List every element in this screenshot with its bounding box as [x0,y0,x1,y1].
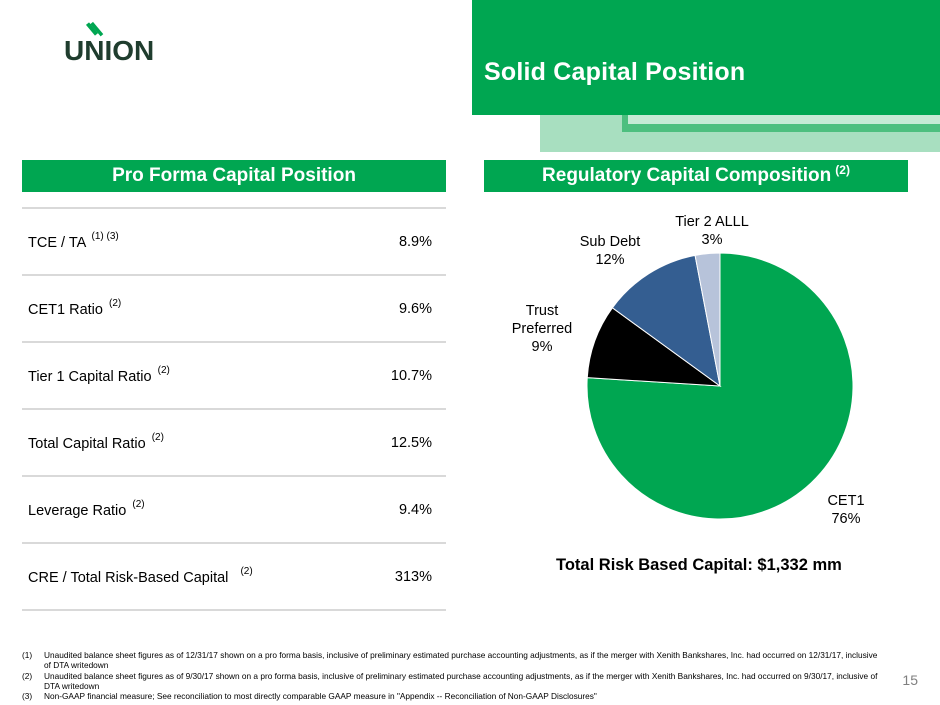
union-logo: UNION [64,21,154,64]
row-value: 9.4% [398,501,432,518]
footnote: (3) Non-GAAP financial measure; See recon… [22,691,882,701]
footnotes: (1) Unaudited balance sheet figures as of… [22,650,882,701]
row-label: Leverage Ratio [28,502,127,519]
row-label: TCE / TA [28,234,86,251]
page-title: Solid Capital Position [484,58,746,86]
pie-label-cet1: CET1 76% [827,493,864,527]
row-note: (2) [240,565,253,577]
pro-forma-header-text: Pro Forma Capital Position [112,165,356,186]
footnote-text: Unaudited balance sheet figures as of 9/… [44,670,878,691]
page-number: 15 [902,672,918,688]
footnote: (2) Unaudited balance sheet figures as of… [22,671,882,692]
footnote-text: Unaudited balance sheet figures as of 12… [44,650,878,671]
footnote-number: (1) [22,650,33,660]
row-value: 10.7% [390,367,432,384]
total-risk-based-capital: Total Risk Based Capital: $1,332 mm [556,556,842,574]
logo-text: UNION [64,35,154,64]
row-label: Total Capital Ratio [28,435,146,452]
footnote-number: (2) [22,670,33,681]
pie-label-tier-2-alll: Tier 2 ALLL 3% [675,214,749,248]
regulatory-header-text: Regulatory Capital Composition [542,165,832,186]
title-banner: Solid Capital Position [472,0,940,115]
row-value: 313% [394,568,432,585]
table-row: CET1 Ratio (2) 9.6% [22,274,446,341]
row-label: Tier 1 Capital Ratio [28,368,152,385]
capital-composition-pie: CET1 76% Trust Preferred 9% Sub Debt 12% Tier 2… [512,214,865,527]
row-label: CET1 Ratio [28,301,103,318]
row-note: (2) [157,364,170,376]
row-note: (2) [151,431,164,443]
row-note: (1) (3) [91,230,119,242]
capital-table: TCE / TA (1) (3) 8.9% CET1 Ratio (2) 9.6… [22,207,446,611]
footnote-number: (3) [22,691,33,702]
table-row: CRE / Total Risk-Based Capital (2) 313% [22,542,446,611]
footnote-text: Non-GAAP financial measure; See reconcil… [44,691,597,702]
regulatory-header-note: (2) [835,163,850,177]
pie-slice-sub-debt [611,254,721,388]
row-label: CRE / Total Risk-Based Capital [28,569,229,586]
pie-label-trust-preferred: Trust Preferred 9% [512,303,572,355]
row-value: 8.9% [398,233,432,250]
table-row: TCE / TA (1) (3) 8.9% [22,207,446,274]
row-value: 9.6% [398,300,432,317]
table-row: Tier 1 Capital Ratio (2) 10.7% [22,341,446,408]
pie-slice-tier-2-alll [694,252,721,387]
row-value: 12.5% [390,434,432,451]
row-note: (2) [108,297,122,309]
pro-forma-header: Pro Forma Capital Position [22,160,446,192]
table-row: Leverage Ratio (2) 9.4% [22,475,446,542]
table-row: Total Capital Ratio (2) 12.5% [22,408,446,475]
footnote: (1) Unaudited balance sheet figures as of… [22,650,882,671]
pie-label-sub-debt: Sub Debt 12% [580,234,640,268]
row-note: (2) [132,498,145,510]
logo-leaf-icon [85,21,104,37]
regulatory-header: Regulatory Capital Composition (2) [484,160,908,192]
